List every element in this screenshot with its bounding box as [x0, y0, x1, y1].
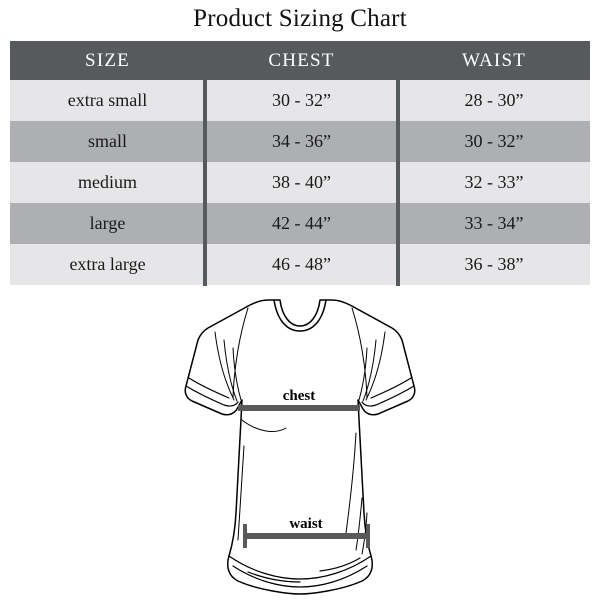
- cell-chest: 46 - 48”: [272, 254, 331, 274]
- sleeve-cuff-lines: [185, 377, 415, 407]
- table-header-row: SIZE CHEST WAIST: [10, 41, 590, 80]
- waist-measure-label: waist: [289, 516, 322, 532]
- cell-waist: 28 - 30”: [464, 90, 524, 110]
- column-divider-2: [396, 80, 400, 286]
- cell-size: extra large: [69, 254, 146, 274]
- cell-chest: 30 - 32”: [272, 90, 331, 110]
- cell-chest: 38 - 40”: [272, 172, 331, 192]
- cell-size: medium: [78, 172, 137, 192]
- cell-waist: 36 - 38”: [464, 254, 524, 274]
- column-header-waist: WAIST: [461, 49, 527, 71]
- table-row: extra small 30 - 32” 28 - 30”: [10, 80, 590, 121]
- tshirt-outline: [184, 299, 416, 595]
- table-row: large 42 - 44” 33 - 34”: [10, 203, 590, 244]
- table-row: small 34 - 36” 30 - 32”: [10, 121, 590, 162]
- cell-size: large: [89, 213, 126, 233]
- table-row: extra large 46 - 48” 36 - 38”: [10, 244, 590, 285]
- cell-size: extra small: [67, 90, 148, 110]
- cell-waist: 32 - 33”: [464, 172, 524, 192]
- cell-chest: 34 - 36”: [272, 131, 331, 151]
- column-header-size: SIZE: [85, 49, 130, 71]
- page-title: Product Sizing Chart: [193, 5, 407, 32]
- table-row: medium 38 - 40” 32 - 33”: [10, 162, 590, 203]
- chest-measure-bar: [238, 405, 360, 411]
- sizing-table: SIZE CHEST WAIST extra small 30 - 32” 28…: [10, 41, 590, 285]
- column-header-chest: CHEST: [268, 49, 335, 71]
- column-divider-1: [203, 80, 207, 286]
- shirt-hem: [228, 555, 372, 588]
- cell-waist: 33 - 34”: [464, 213, 524, 233]
- cell-chest: 42 - 44”: [272, 213, 331, 233]
- tshirt-diagram: chest waist: [170, 288, 430, 600]
- chest-measure-label: chest: [283, 388, 316, 404]
- cell-size: small: [88, 131, 127, 151]
- fabric-fold-lines: [214, 307, 386, 555]
- cell-waist: 30 - 32”: [464, 131, 524, 151]
- waist-measure-bar: [243, 524, 370, 548]
